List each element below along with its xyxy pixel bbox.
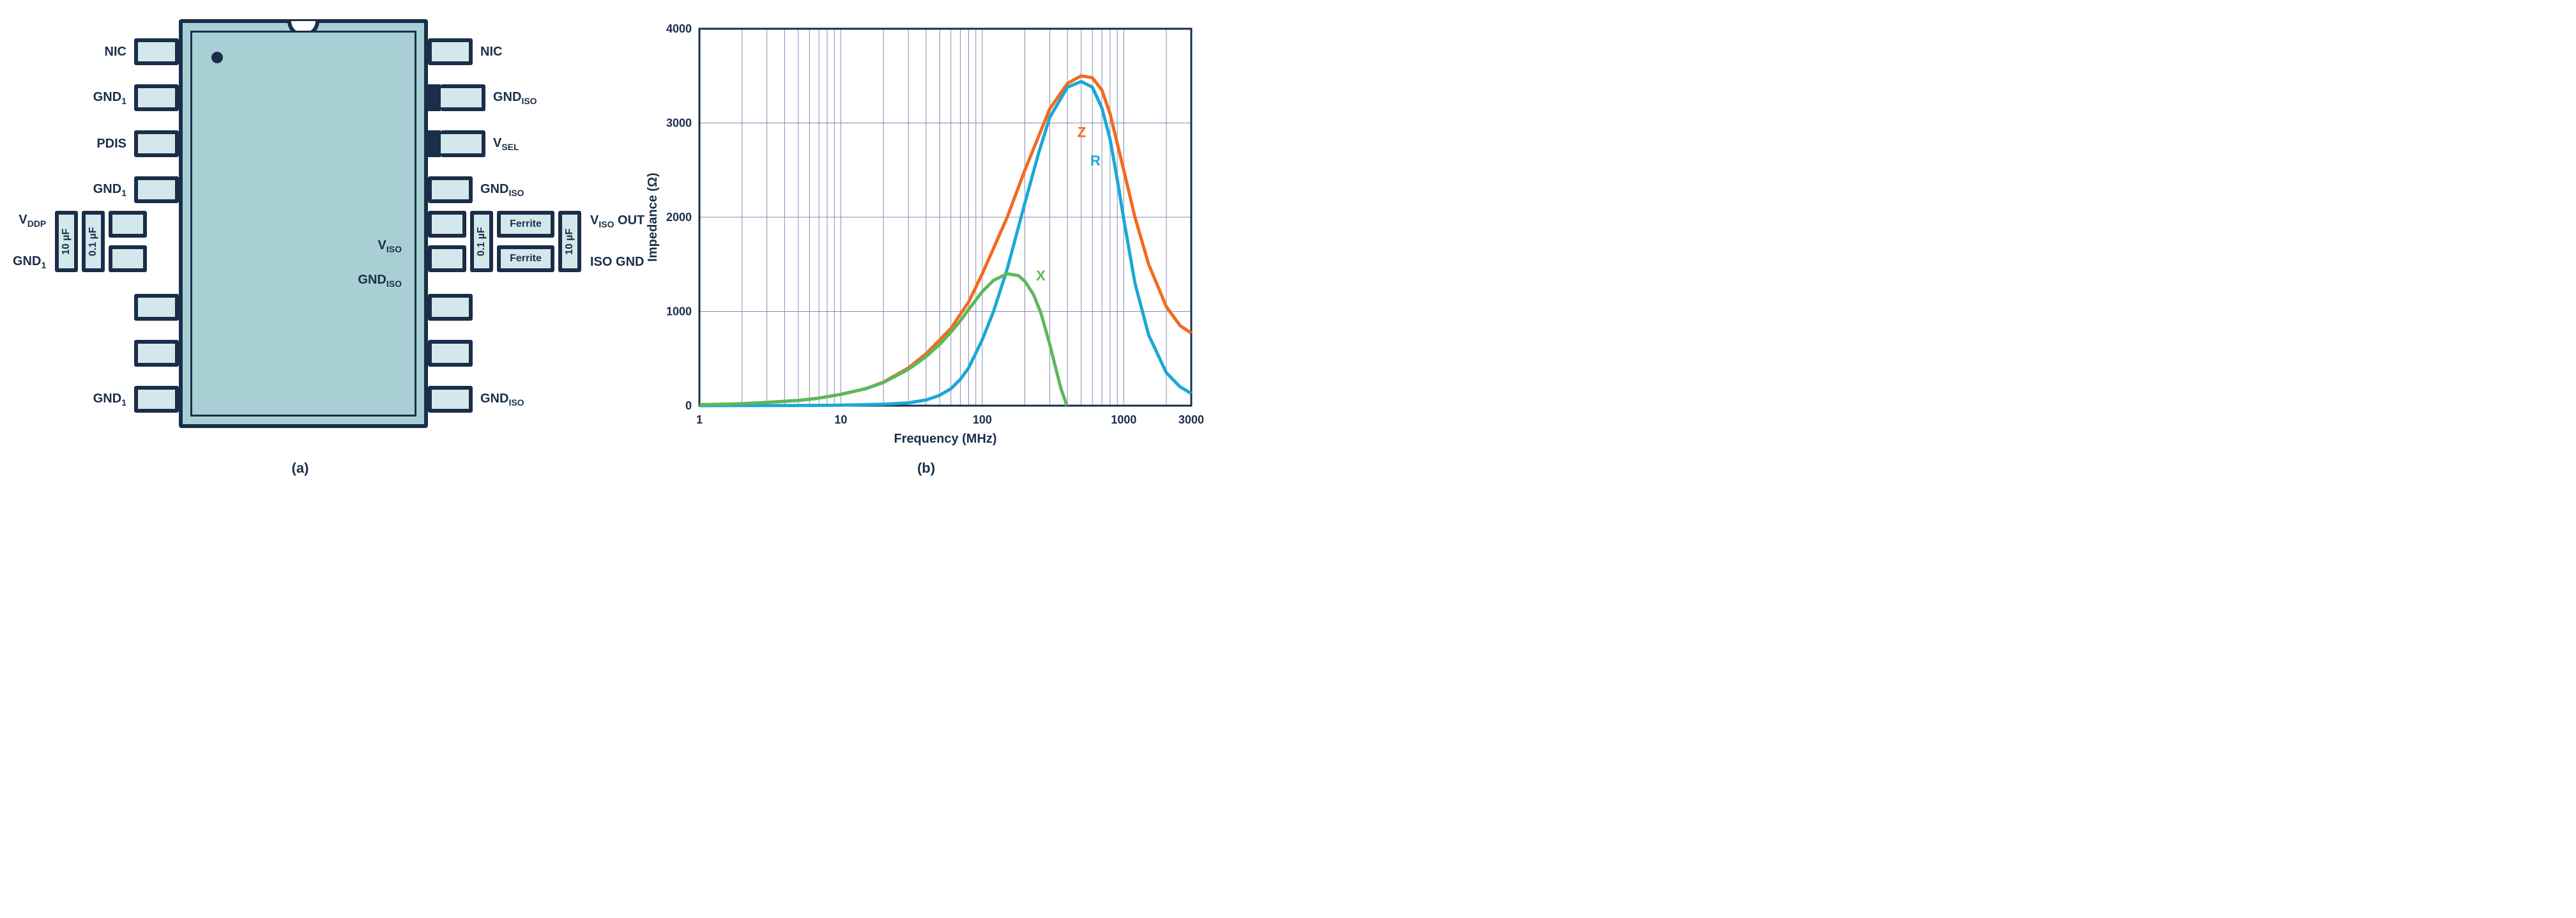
left-decoupling: VDDP GND1 10 µF0.1 µF xyxy=(13,211,147,272)
svg-text:1000: 1000 xyxy=(666,305,692,318)
pin xyxy=(134,386,179,413)
chip-diagram: VISO GNDISO NIC GND1 PDIS GND1 GND1 NIC GNDISO… xyxy=(13,13,588,447)
pin xyxy=(134,294,179,321)
pin xyxy=(428,38,473,65)
pin-label: VSEL xyxy=(493,136,519,152)
pin xyxy=(134,130,179,157)
series-label-R: R xyxy=(1090,153,1101,169)
cap-0p1u-left: 0.1 µF xyxy=(82,211,105,272)
pin-row xyxy=(13,340,179,367)
pin-label: NIC xyxy=(480,45,502,59)
ferrite-top: Ferrite xyxy=(497,211,554,238)
pin-label: GND1 xyxy=(93,182,126,198)
pin xyxy=(134,38,179,65)
pin-label: NIC xyxy=(105,45,126,59)
gnd1-label: GND1 xyxy=(13,254,46,270)
internal-label: GNDISO xyxy=(358,273,402,289)
pin-row: GND1 xyxy=(13,176,179,203)
pin-row: GND1 xyxy=(13,386,179,413)
chip-body: VISO GNDISO xyxy=(179,19,428,428)
svg-text:3000: 3000 xyxy=(1178,413,1204,426)
pin-label: GND1 xyxy=(93,90,126,106)
svg-text:100: 100 xyxy=(973,413,992,426)
viso-out-label: VISO OUT xyxy=(590,213,644,229)
pin-row: GND1 xyxy=(13,84,179,111)
pin xyxy=(428,176,473,203)
cap-0p1u-right: 0.1 µF xyxy=(470,211,493,272)
pin xyxy=(428,245,466,272)
svg-text:10: 10 xyxy=(834,413,847,426)
chip-inner: VISO GNDISO xyxy=(190,31,416,417)
series-X xyxy=(699,274,1067,406)
pin-row: VSEL xyxy=(428,130,594,157)
svg-text:1: 1 xyxy=(696,413,703,426)
pin-row: GNDISO xyxy=(428,176,594,203)
pin-row: PDIS xyxy=(13,130,179,157)
pin-row xyxy=(428,294,594,321)
pin-label: GNDISO xyxy=(480,392,524,408)
pin xyxy=(109,245,147,272)
pin xyxy=(134,340,179,367)
cap-10u-right: 10 µF xyxy=(558,211,581,272)
svg-text:0: 0 xyxy=(685,399,692,412)
pin-row: GNDISO xyxy=(428,386,594,413)
svg-text:1000: 1000 xyxy=(1111,413,1136,426)
y-axis-label: Impedance (Ω) xyxy=(646,172,660,261)
pin xyxy=(428,211,466,238)
pin-dark xyxy=(428,84,441,111)
pin xyxy=(134,176,179,203)
pin-row: GNDISO xyxy=(428,84,594,111)
x-axis-label: Frequency (MHz) xyxy=(894,432,996,446)
pin-dark xyxy=(428,130,441,157)
chip-panel: VISO GNDISO NIC GND1 PDIS GND1 GND1 NIC GNDISO… xyxy=(13,13,588,477)
chart-panel: ZR X 1 10 100 1000 3000 0 1000 2000 3000 4000 Freque… xyxy=(639,13,1214,477)
pin xyxy=(134,84,179,111)
pin xyxy=(428,340,473,367)
svg-text:3000: 3000 xyxy=(666,117,692,130)
cap-10u-left: 10 µF xyxy=(55,211,78,272)
pin xyxy=(428,294,473,321)
pin-label: PDIS xyxy=(96,137,126,151)
pin-row: NIC xyxy=(428,38,594,65)
series-label-X: X xyxy=(1036,268,1046,284)
caption-b: (b) xyxy=(917,460,935,477)
pin xyxy=(441,130,485,157)
vddp-label: VDDP xyxy=(19,213,46,229)
pin1-dot xyxy=(211,52,223,63)
impedance-chart: ZR X 1 10 100 1000 3000 0 1000 2000 3000 4000 Freque… xyxy=(639,13,1214,447)
pin xyxy=(441,84,485,111)
pin-label: GND1 xyxy=(93,392,126,408)
pin-label: GNDISO xyxy=(493,90,537,106)
right-decoupling: 0.1 µFFerrite Ferrite10 µF VISO OUT ISO GND xyxy=(428,211,644,272)
series-label-Z: Z xyxy=(1078,125,1086,141)
iso-gnd-label: ISO GND xyxy=(590,255,644,270)
caption-a: (a) xyxy=(292,460,309,477)
pin-label: GNDISO xyxy=(480,182,524,198)
pin-row xyxy=(428,340,594,367)
pin-row xyxy=(13,294,179,321)
pin xyxy=(428,386,473,413)
svg-text:4000: 4000 xyxy=(666,22,692,35)
ferrite-bot: Ferrite xyxy=(497,245,554,272)
svg-text:2000: 2000 xyxy=(666,211,692,224)
pin-row: NIC xyxy=(13,38,179,65)
internal-label: VISO xyxy=(378,238,402,254)
pin xyxy=(109,211,147,238)
